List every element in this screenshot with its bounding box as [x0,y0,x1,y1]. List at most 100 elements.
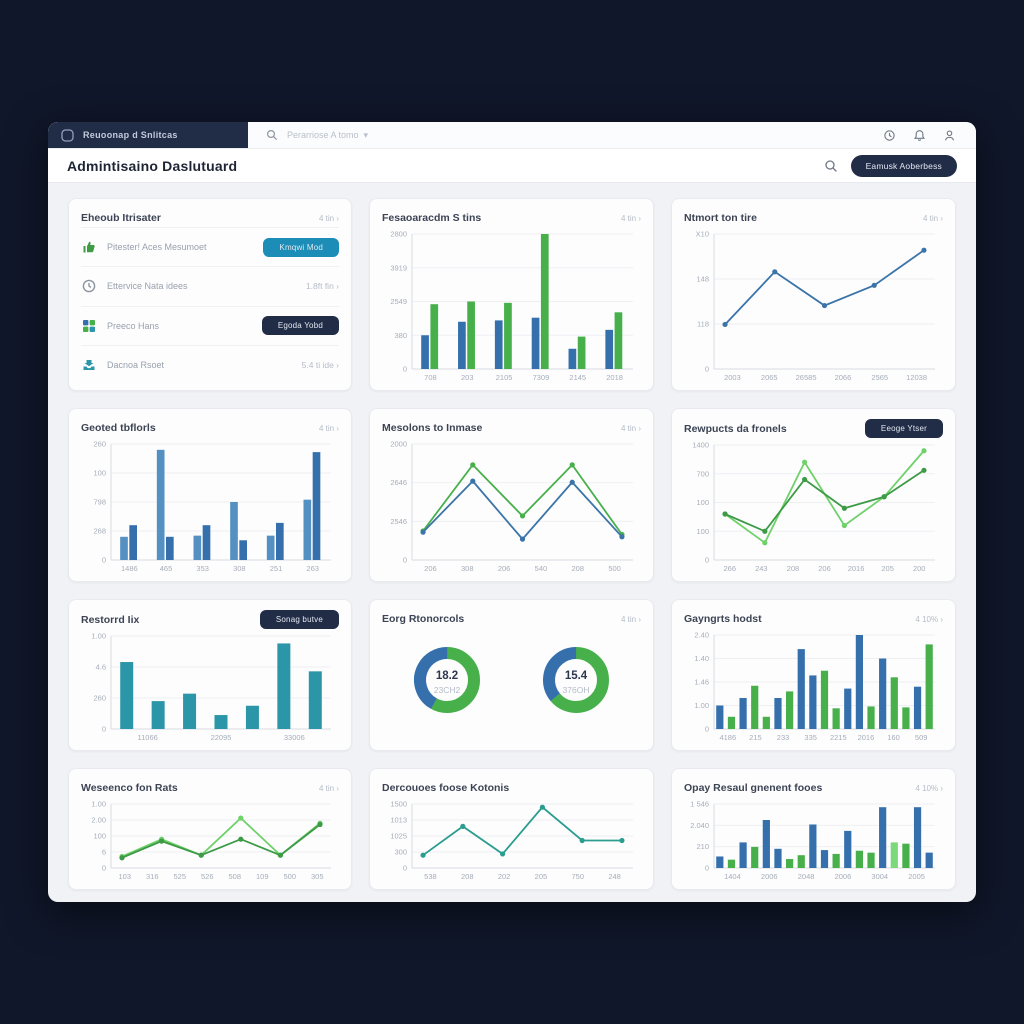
svg-text:1.46: 1.46 [694,678,709,687]
svg-text:26585: 26585 [796,373,817,382]
list-item: Preeco Hans Egoda Yobd [81,305,339,345]
brand-block[interactable]: Reuoonap d Snlitcas [48,122,248,148]
svg-text:X10: X10 [696,230,709,239]
know-more-button[interactable]: Kmqwi Mod [263,237,339,257]
svg-text:208: 208 [787,564,800,573]
svg-text:263: 263 [306,564,319,573]
search-icon[interactable] [824,159,838,173]
card-meta-link[interactable]: 4 10% › [915,614,943,624]
svg-text:335: 335 [804,733,817,742]
svg-text:7309: 7309 [533,373,550,382]
card-meta-link[interactable]: 4 tin › [620,423,641,433]
svg-text:118: 118 [697,320,709,329]
bar-chart: 1 546 2.040 210 0 1404 2006 2048 2006 3004 2005 [684,797,943,883]
svg-text:6: 6 [102,848,106,857]
card-meta-link[interactable]: 4 tin › [620,614,641,624]
svg-text:11066: 11066 [138,733,158,742]
svg-text:509: 509 [915,733,928,742]
page-title: Admintisaino Daslutuard [67,157,238,174]
svg-text:0: 0 [705,365,709,374]
svg-text:109: 109 [256,872,269,881]
card-meta-link[interactable]: 4 10% › [915,783,943,793]
export-now-button[interactable]: Egoda Yobd [261,316,339,336]
card-title: Dercouoes foose Kotonis [382,782,510,794]
bar-chart: 2.40 1.40 1.46 1.00 0 4186 215 233 335 2215 2016 16… [684,628,943,744]
bar-chart: 1.00 4.6 260 0 11066 22095 33006 [81,629,339,744]
donut-chart: 18.2 23CH2 [413,647,480,713]
card-summary-list: Eheoub Itrisater 4 tin › Pitester! Aces … [68,198,352,391]
svg-text:2005: 2005 [908,872,925,881]
svg-text:260: 260 [93,440,106,449]
svg-text:100: 100 [93,469,106,478]
history-icon[interactable] [883,129,896,142]
list-item-value-link[interactable]: 5.4 ti ide › [301,359,339,370]
card-title: Ntmort ton tire [684,212,757,224]
header-action-button[interactable]: Eamusk Aoberbess [850,154,957,177]
svg-text:2000: 2000 [390,440,407,449]
svg-text:2.040: 2.040 [690,821,709,830]
bell-icon[interactable] [913,129,926,142]
grouped-bar-chart: 260 100 798 268 0 1486 465 353 308 251 263 [81,437,339,575]
svg-text:0: 0 [705,864,709,873]
svg-text:100: 100 [93,832,106,841]
svg-text:23CH2: 23CH2 [434,685,461,695]
list-item: Ettervice Nata idees 1.8ft fin › [81,266,339,305]
svg-text:2800: 2800 [390,230,407,239]
svg-text:2065: 2065 [761,373,778,382]
clock-icon [82,280,96,293]
card-title: Eheoub Itrisater [81,212,161,224]
svg-text:2549: 2549 [390,297,407,306]
svg-text:233: 233 [777,733,790,742]
card-meta-link[interactable]: 4 tin › [318,783,339,793]
card-title: Geoted tbflorls [81,422,156,434]
user-icon[interactable] [943,129,956,142]
svg-text:18.2: 18.2 [436,670,458,682]
svg-text:203: 203 [461,373,474,382]
card-title: Opay Resaul gnenent fooes [684,782,823,794]
svg-text:2.00: 2.00 [91,816,106,825]
svg-text:0: 0 [403,556,407,565]
svg-text:0: 0 [403,365,407,374]
svg-text:4.6: 4.6 [96,663,106,672]
card-meta-link[interactable]: 4 tin › [318,213,339,223]
svg-text:700: 700 [696,469,709,478]
svg-text:2546: 2546 [390,517,407,526]
svg-text:2016: 2016 [858,733,875,742]
title-bar: Admintisaino Daslutuard Eamusk Aoberbess [48,149,976,183]
svg-text:465: 465 [160,564,173,573]
svg-text:202: 202 [498,872,511,881]
app-logo-icon [61,128,74,142]
donut-chart: 15.4 376OH [543,647,610,713]
svg-text:3919: 3919 [390,263,407,272]
svg-text:305: 305 [311,872,324,881]
card-action-button[interactable]: Eeoge Ytser [864,419,943,438]
card-meta-link[interactable]: 4 tin › [318,423,339,433]
svg-text:251: 251 [270,564,283,573]
svg-text:1.00: 1.00 [91,632,106,641]
global-search[interactable] [248,122,883,148]
svg-text:248: 248 [608,872,621,881]
card-title: Gayngrts hodst [684,613,762,625]
card-grouped-bar-chart: Fesaoaracdm S tins 4 tin › 2800 3919 2549 3… [369,198,654,391]
svg-text:0: 0 [102,725,106,734]
card-meta-link[interactable]: 4 tin › [922,213,943,223]
card-title: Eorg Rtonorcols [382,613,465,625]
line-chart: X10 148 118 0 2003 2065 26585 2066 2565 12038 [684,227,943,384]
svg-text:2048: 2048 [798,872,815,881]
card-meta-link[interactable]: 4 tin › [620,213,641,223]
svg-text:300: 300 [394,848,407,857]
svg-text:316: 316 [146,872,159,881]
card-action-button[interactable]: Sonag butve [259,610,339,629]
search-input[interactable] [287,130,507,140]
list-item-value-link[interactable]: 1.8ft fin › [305,281,339,292]
svg-text:798: 798 [93,498,106,507]
svg-text:0: 0 [102,556,106,565]
svg-text:376OH: 376OH [563,685,590,695]
card-bar-chart: Opay Resaul gnenent fooes 4 10% › 1 546 2… [671,768,956,890]
card-title: Fesaoaracdm S tins [382,212,482,224]
svg-text:1013: 1013 [390,816,407,825]
svg-text:215: 215 [749,733,762,742]
svg-text:525: 525 [173,872,186,881]
svg-text:243: 243 [755,564,768,573]
list-item-label: Dacnoa Rsoet [107,359,165,370]
